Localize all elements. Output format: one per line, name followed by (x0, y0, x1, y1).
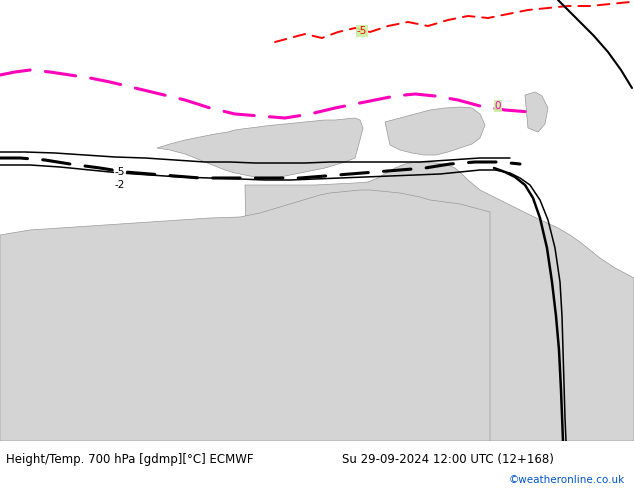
Polygon shape (245, 162, 634, 441)
Polygon shape (0, 190, 490, 441)
Polygon shape (385, 107, 485, 155)
Text: Height/Temp. 700 hPa [gdmp][°C] ECMWF: Height/Temp. 700 hPa [gdmp][°C] ECMWF (6, 453, 254, 466)
Text: -2: -2 (115, 180, 125, 190)
Polygon shape (525, 92, 548, 132)
Text: ©weatheronline.co.uk: ©weatheronline.co.uk (508, 475, 624, 485)
Text: -5: -5 (357, 26, 367, 36)
Text: -5: -5 (115, 167, 125, 177)
Text: 0: 0 (495, 101, 501, 111)
Polygon shape (157, 118, 363, 178)
Text: Su 29-09-2024 12:00 UTC (12+168): Su 29-09-2024 12:00 UTC (12+168) (342, 453, 554, 466)
